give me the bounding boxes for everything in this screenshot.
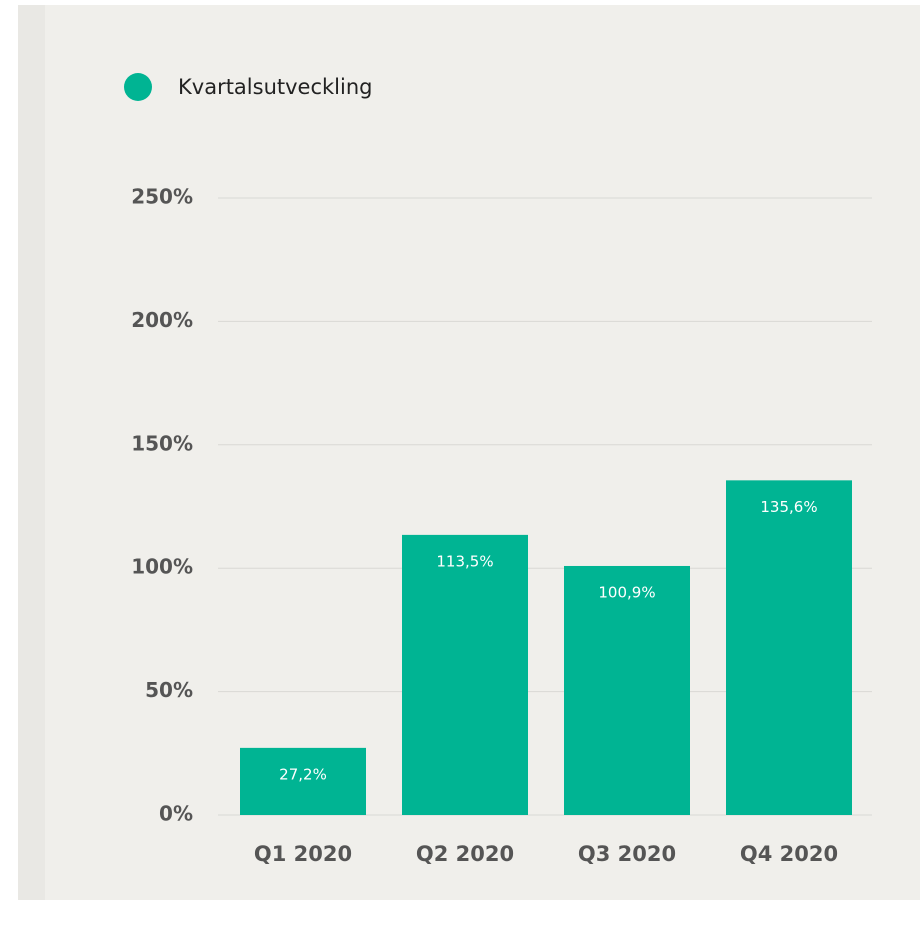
legend-swatch bbox=[124, 73, 152, 101]
x-tick-label: Q3 2020 bbox=[578, 842, 676, 866]
y-tick-label: 200% bbox=[131, 308, 193, 332]
y-tick-label: 100% bbox=[131, 555, 193, 579]
panel-strip bbox=[18, 5, 45, 900]
y-tick-label: 250% bbox=[131, 185, 193, 209]
value-label: 100,9% bbox=[598, 583, 655, 601]
bar bbox=[564, 565, 690, 815]
bar bbox=[726, 480, 852, 815]
value-label: 135,6% bbox=[760, 498, 817, 516]
value-label: 27,2% bbox=[279, 765, 327, 783]
bar bbox=[240, 747, 366, 815]
value-label: 113,5% bbox=[436, 552, 493, 570]
y-tick-label: 0% bbox=[159, 802, 193, 826]
bar bbox=[402, 534, 528, 815]
y-tick-label: 150% bbox=[131, 431, 193, 455]
x-tick-label: Q2 2020 bbox=[416, 842, 514, 866]
x-tick-label: Q1 2020 bbox=[254, 842, 352, 866]
legend-label: Kvartalsutveckling bbox=[178, 75, 373, 99]
x-tick-label: Q4 2020 bbox=[740, 842, 838, 866]
y-tick-label: 50% bbox=[145, 678, 193, 702]
